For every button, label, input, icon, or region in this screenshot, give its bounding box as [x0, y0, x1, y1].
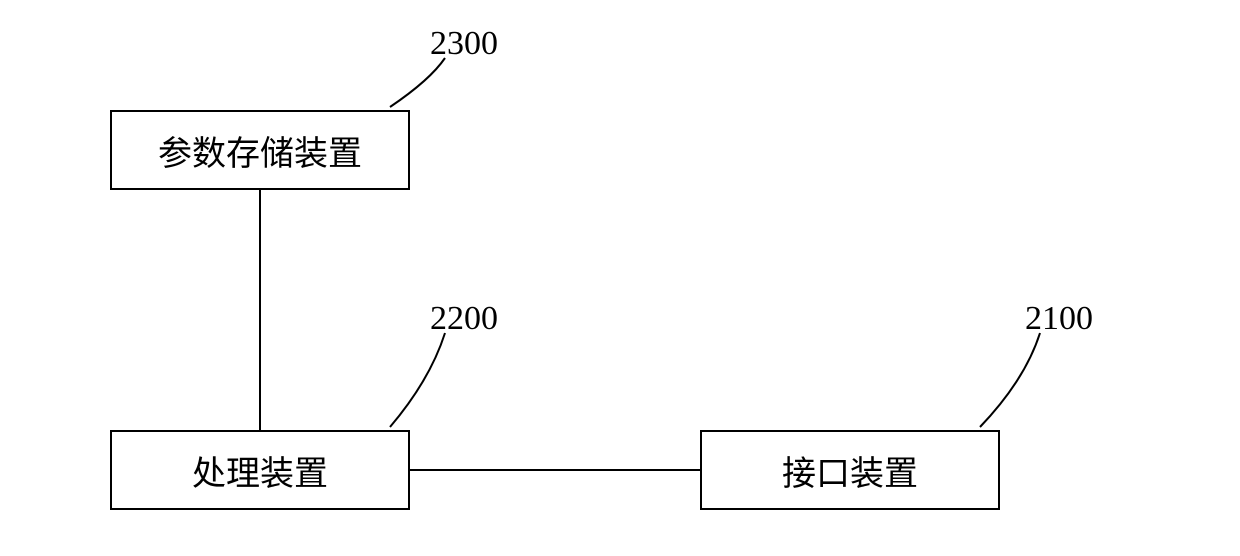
node-interface: 接口装置: [700, 430, 1000, 510]
ref-storage: 2300: [430, 25, 498, 63]
leader-processor: [390, 333, 445, 427]
node-processor-label: 处理装置: [192, 446, 328, 495]
leader-interface: [980, 333, 1040, 427]
ref-processor: 2200: [430, 300, 498, 338]
node-interface-label: 接口装置: [782, 446, 918, 495]
node-processor: 处理装置: [110, 430, 410, 510]
diagram-canvas: 参数存储装置 2300 处理装置 2200 接口装置 2100: [0, 0, 1240, 556]
ref-interface: 2100: [1025, 300, 1093, 338]
leader-storage: [390, 58, 445, 107]
node-storage: 参数存储装置: [110, 110, 410, 190]
node-storage-label: 参数存储装置: [158, 126, 362, 175]
